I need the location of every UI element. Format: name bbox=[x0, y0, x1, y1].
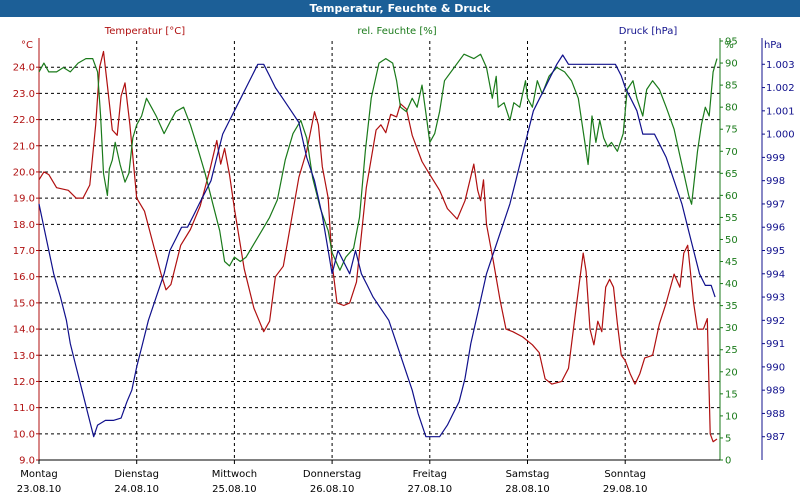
pressure-tick-label: 987 bbox=[766, 432, 785, 443]
x-axis-date-label: 24.08.10 bbox=[114, 484, 159, 495]
chart-axes bbox=[38, 38, 763, 461]
x-axis-day-label: Donnerstag bbox=[303, 469, 361, 480]
pressure-tick-label: 997 bbox=[766, 199, 785, 210]
humidity-tick-label: 30 bbox=[725, 323, 738, 334]
pressure-series-line bbox=[38, 54, 716, 438]
x-axis-day-label: Mittwoch bbox=[212, 469, 257, 480]
pressure-tick-label: 1.000 bbox=[766, 130, 795, 141]
temperature-tick-label: 21.0 bbox=[13, 141, 35, 152]
temperature-tick-label: 9.0 bbox=[19, 456, 35, 467]
pressure-tick-label: 1.003 bbox=[766, 60, 795, 71]
x-axis-day-label: Sonntag bbox=[604, 469, 646, 480]
humidity-axis-title: rel. Feuchte [%] bbox=[357, 26, 436, 37]
temperature-tick-label: 18.0 bbox=[13, 220, 35, 231]
temperature-tick-label: 16.0 bbox=[13, 272, 35, 283]
x-axis-date-label: 28.08.10 bbox=[505, 484, 550, 495]
pressure-axis-unit: hPa bbox=[764, 40, 782, 51]
temperature-series-line bbox=[38, 50, 718, 443]
humidity-tick-label: 15 bbox=[725, 389, 738, 400]
temperature-tick-label: 23.0 bbox=[13, 89, 35, 100]
humidity-tick-label: 50 bbox=[725, 235, 738, 246]
humidity-tick-label: 5 bbox=[725, 433, 731, 444]
temperature-tick-label: 10.0 bbox=[13, 429, 35, 440]
humidity-tick-label: 90 bbox=[725, 59, 738, 70]
pressure-tick-label: 998 bbox=[766, 176, 785, 187]
humidity-tick-label: 45 bbox=[725, 257, 738, 268]
humidity-tick-label: 60 bbox=[725, 191, 738, 202]
humidity-tick-label: 35 bbox=[725, 301, 738, 312]
pressure-tick-label: 995 bbox=[766, 246, 785, 257]
pressure-tick-label: 994 bbox=[766, 269, 785, 280]
humidity-tick-label: 25 bbox=[725, 345, 738, 356]
humidity-tick-label: 10 bbox=[725, 411, 738, 422]
humidity-tick-label: 40 bbox=[725, 279, 738, 290]
temperature-tick-label: 13.0 bbox=[13, 351, 35, 362]
humidity-tick-label: 95 bbox=[725, 37, 738, 48]
temperature-tick-label: 20.0 bbox=[13, 167, 35, 178]
x-axis-date-label: 25.08.10 bbox=[212, 484, 257, 495]
pressure-tick-label: 990 bbox=[766, 362, 785, 373]
humidity-tick-label: 75 bbox=[725, 125, 738, 136]
x-axis-day-label: Montag bbox=[20, 469, 57, 480]
temperature-axis-unit: °C bbox=[21, 40, 33, 51]
pressure-tick-label: 989 bbox=[766, 386, 785, 397]
humidity-tick-label: 65 bbox=[725, 169, 738, 180]
humidity-tick-label: 80 bbox=[725, 103, 738, 114]
pressure-tick-label: 1.002 bbox=[766, 83, 795, 94]
x-axis-date-label: 26.08.10 bbox=[310, 484, 355, 495]
humidity-tick-label: 20 bbox=[725, 367, 738, 378]
chart-ticks: 9.0 10.0 11.0 12.0 13.0 14.0 15.0 16.0 17.0 18.0 1… bbox=[13, 37, 795, 467]
temperature-tick-label: 15.0 bbox=[13, 298, 35, 309]
temperature-tick-label: 14.0 bbox=[13, 325, 35, 336]
chart-series bbox=[38, 50, 718, 443]
humidity-tick-label: 70 bbox=[725, 147, 738, 158]
x-axis-day-label: Freitag bbox=[413, 469, 447, 480]
pressure-tick-label: 991 bbox=[766, 339, 785, 350]
humidity-tick-label: 85 bbox=[725, 81, 738, 92]
pressure-tick-label: 988 bbox=[766, 409, 785, 420]
temperature-tick-label: 24.0 bbox=[13, 63, 35, 74]
pressure-tick-label: 1.001 bbox=[766, 106, 795, 117]
pressure-axis-title: Druck [hPa] bbox=[619, 26, 678, 37]
pressure-tick-label: 992 bbox=[766, 316, 785, 327]
x-axis-day-label: Samstag bbox=[506, 469, 550, 480]
x-axis-date-label: 29.08.10 bbox=[603, 484, 648, 495]
humidity-series-line bbox=[38, 53, 718, 271]
temperature-axis-title: Temperatur [°C] bbox=[104, 26, 185, 37]
pressure-tick-label: 993 bbox=[766, 293, 785, 304]
humidity-tick-label: 0 bbox=[725, 456, 731, 467]
temperature-tick-label: 19.0 bbox=[13, 194, 35, 205]
chart-background bbox=[0, 17, 800, 500]
temperature-tick-label: 22.0 bbox=[13, 115, 35, 126]
temperature-tick-label: 17.0 bbox=[13, 246, 35, 257]
x-axis-labels: Montag 23.08.10 Dienstag 24.08.10 Mittwoch 25… bbox=[17, 460, 648, 495]
pressure-tick-label: 999 bbox=[766, 153, 785, 164]
x-axis-date-label: 27.08.10 bbox=[408, 484, 453, 495]
temperature-tick-label: 11.0 bbox=[13, 403, 35, 414]
temperature-tick-label: 12.0 bbox=[13, 377, 35, 388]
window-title: Temperatur, Feuchte & Druck bbox=[0, 0, 800, 17]
humidity-tick-label: 55 bbox=[725, 213, 738, 224]
humidity-axis-unit: % bbox=[724, 40, 734, 51]
x-axis-day-label: Dienstag bbox=[114, 469, 159, 480]
chart-grid bbox=[39, 41, 720, 461]
x-axis-date-label: 23.08.10 bbox=[17, 484, 62, 495]
pressure-tick-label: 996 bbox=[766, 223, 785, 234]
